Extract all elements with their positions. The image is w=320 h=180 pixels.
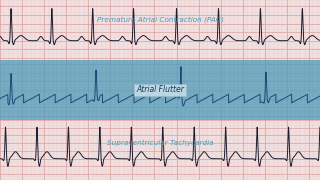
Text: Supraventricular Tachycardia: Supraventricular Tachycardia — [107, 140, 213, 146]
Text: Atrial Flutter: Atrial Flutter — [136, 86, 184, 94]
Text: Premature Atrial Contraction (PAC): Premature Atrial Contraction (PAC) — [97, 16, 223, 22]
